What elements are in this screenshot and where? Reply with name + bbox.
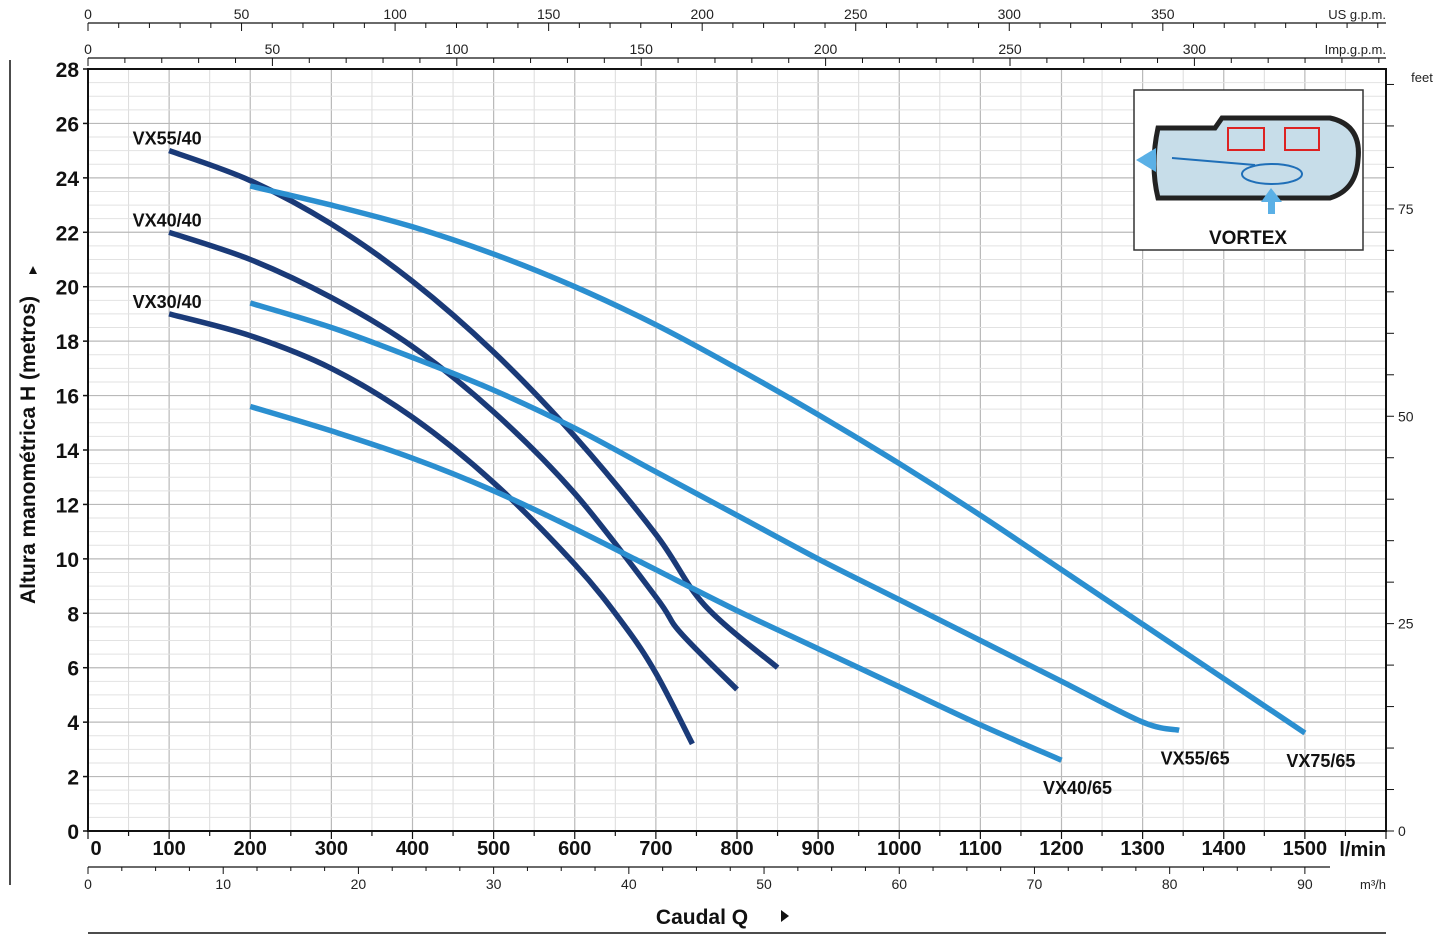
x-tick-label: 1400 [1202, 838, 1247, 860]
x-tick-label: 800 [720, 838, 753, 860]
x-tick-label: 200 [234, 838, 267, 860]
x-axes: 0 100 200 300 400 500 600 700 800 900 1000 1100 1200… [84, 831, 1387, 892]
series-label-vx40-40: VX40/40 [133, 210, 202, 230]
y-tick-label: 18 [56, 331, 80, 354]
series-line-vx30-40 [168, 311, 695, 746]
y-tick-label: 6 [67, 658, 79, 681]
series-label-vx75-65: VX75/65 [1286, 751, 1355, 771]
secondary-top-axes: 0 50 100 150 200 250 300 350 US g.p.m. 0 50 100 150 2… [84, 6, 1386, 66]
imp-gpm-unit-label: Imp.g.p.m. [1325, 42, 1386, 57]
imp-gpm-tick-label: 0 [84, 41, 92, 57]
outlet-arrow-icon [1136, 148, 1156, 172]
feet-tick-label: 75 [1398, 201, 1414, 217]
y-tick-label: 8 [67, 603, 79, 626]
y-tick-label: 28 [56, 59, 80, 82]
series-label-vx55-65: VX55/65 [1161, 748, 1230, 768]
x-tick-label: 600 [558, 838, 591, 860]
imp-gpm-tick-label: 300 [1183, 41, 1207, 57]
m3h-tick-label: 30 [486, 876, 502, 892]
x-tick-label: 300 [315, 838, 348, 860]
m3h-tick-label: 70 [1027, 876, 1043, 892]
x-tick-label: 1500 [1283, 838, 1328, 860]
y-tick-label: 16 [56, 386, 79, 409]
y-tick-label: 20 [56, 277, 79, 300]
m3h-tick-label: 20 [351, 876, 367, 892]
y-tick-label: 26 [56, 113, 79, 136]
x-tick-label: 1000 [877, 838, 922, 860]
series-line-vx55-65 [249, 300, 1180, 734]
series-line-vx40-65 [249, 403, 1063, 763]
m3h-tick-label: 60 [891, 876, 907, 892]
y-tick-label: 24 [56, 168, 80, 191]
imp-gpm-tick-label: 100 [445, 41, 469, 57]
us-gpm-tick-label: 200 [691, 6, 715, 22]
feet-tick-label: 50 [1398, 408, 1414, 424]
m3h-tick-label: 80 [1162, 876, 1178, 892]
vortex-inset: VORTEX [1133, 89, 1364, 251]
y-tick-label: 0 [67, 821, 79, 844]
series-label-vx30-40: VX30/40 [133, 292, 202, 312]
feet-unit-label: feet [1411, 70, 1433, 85]
y-axis-label: Altura manométrica H (metros) [17, 296, 40, 604]
m3h-tick-label: 50 [756, 876, 772, 892]
x-label-arrow-icon [781, 910, 789, 922]
series-label-vx40-65: VX40/65 [1043, 778, 1112, 798]
imp-gpm-tick-label: 50 [265, 41, 281, 57]
us-gpm-tick-label: 350 [1151, 6, 1175, 22]
pump-body-icon [1151, 115, 1361, 201]
series-label-vx55-40: VX55/40 [133, 129, 202, 149]
x-tick-label: 700 [639, 838, 672, 860]
y-tick-label: 2 [67, 767, 79, 790]
us-gpm-tick-label: 100 [383, 6, 407, 22]
us-gpm-unit-label: US g.p.m. [1328, 7, 1386, 22]
x-tick-label: 400 [396, 838, 429, 860]
impeller-left-icon [1227, 127, 1265, 151]
y-label-arrow-icon [29, 266, 37, 274]
x-axis-label: Caudal Q [656, 906, 748, 929]
x-tick-label: 1300 [1120, 838, 1165, 860]
us-gpm-tick-label: 250 [844, 6, 868, 22]
feet-axis: 0 25 50 75 feet [1386, 70, 1433, 839]
x-unit-label: l/min [1339, 839, 1386, 861]
x-tick-label: 100 [152, 838, 185, 860]
y-tick-label: 14 [56, 440, 80, 463]
x-tick-label: 500 [477, 838, 510, 860]
y-tick-label: 4 [67, 712, 79, 735]
feet-tick-label: 0 [1398, 823, 1406, 839]
impeller-right-icon [1284, 127, 1320, 151]
vortex-label: VORTEX [1209, 228, 1287, 249]
series-labels: VX55/40 VX40/40 VX30/40 VX75/65 VX55/65 VX40/… [133, 129, 1356, 799]
imp-gpm-tick-label: 200 [814, 41, 838, 57]
x-tick-label: 1200 [1039, 838, 1084, 860]
y-tick-label: 10 [56, 549, 79, 572]
y-tick-label: 12 [56, 494, 79, 517]
imp-gpm-tick-label: 150 [630, 41, 654, 57]
m3h-tick-label: 0 [84, 876, 92, 892]
x-tick-label: 1100 [959, 838, 1002, 860]
vortex-swirl-icon [1241, 163, 1303, 185]
feet-tick-label: 25 [1398, 616, 1414, 632]
series-line-vx75-65 [249, 183, 1307, 736]
us-gpm-tick-label: 300 [998, 6, 1022, 22]
series-line-vx40-40 [168, 229, 739, 692]
inlet-arrow-icon [1261, 188, 1282, 214]
m3h-tick-label: 40 [621, 876, 637, 892]
us-gpm-tick-label: 50 [234, 6, 250, 22]
m3h-tick-label: 10 [215, 876, 231, 892]
flow-line-icon [1171, 157, 1256, 166]
x-tick-label: 900 [801, 838, 834, 860]
us-gpm-tick-label: 150 [537, 6, 561, 22]
y-tick-label: 22 [56, 222, 79, 245]
m3h-tick-label: 90 [1297, 876, 1313, 892]
x-tick-label: 0 [90, 838, 101, 860]
series-group [168, 148, 1307, 763]
imp-gpm-tick-label: 250 [998, 41, 1022, 57]
m3h-unit-label: m³/h [1360, 877, 1386, 892]
us-gpm-tick-label: 0 [84, 6, 92, 22]
